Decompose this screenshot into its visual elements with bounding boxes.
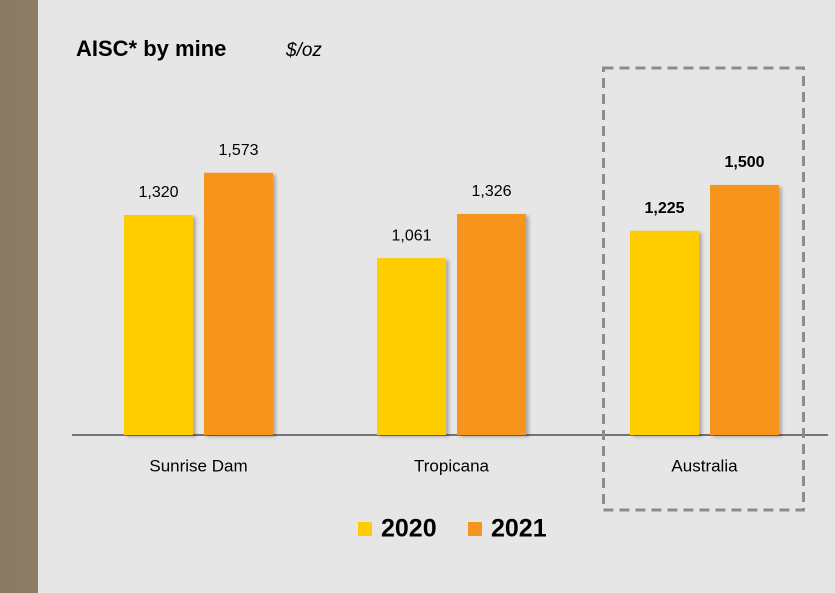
bar xyxy=(457,213,526,435)
value-label: 1,500 xyxy=(724,154,764,171)
value-label: 1,225 xyxy=(644,200,684,217)
legend-swatch xyxy=(468,522,482,536)
bar xyxy=(377,258,446,435)
value-label: 1,320 xyxy=(138,184,178,201)
x-tick-label: Australia xyxy=(671,456,738,475)
bar xyxy=(710,184,779,435)
legend-swatch xyxy=(358,522,372,536)
value-label: 1,326 xyxy=(471,183,511,200)
unit-label: $/oz xyxy=(285,40,322,61)
chart-title: AISC* by mine xyxy=(76,36,226,61)
legend-label: 2021 xyxy=(491,515,547,543)
bar xyxy=(124,214,193,435)
x-tick-label: Sunrise Dam xyxy=(149,456,247,475)
x-tick-label: Tropicana xyxy=(414,456,490,475)
highlight-box xyxy=(602,66,805,512)
legend-label: 2020 xyxy=(381,515,437,543)
bar xyxy=(204,172,273,436)
value-label: 1,573 xyxy=(218,142,258,159)
bar xyxy=(630,230,699,435)
value-label: 1,061 xyxy=(391,227,431,244)
